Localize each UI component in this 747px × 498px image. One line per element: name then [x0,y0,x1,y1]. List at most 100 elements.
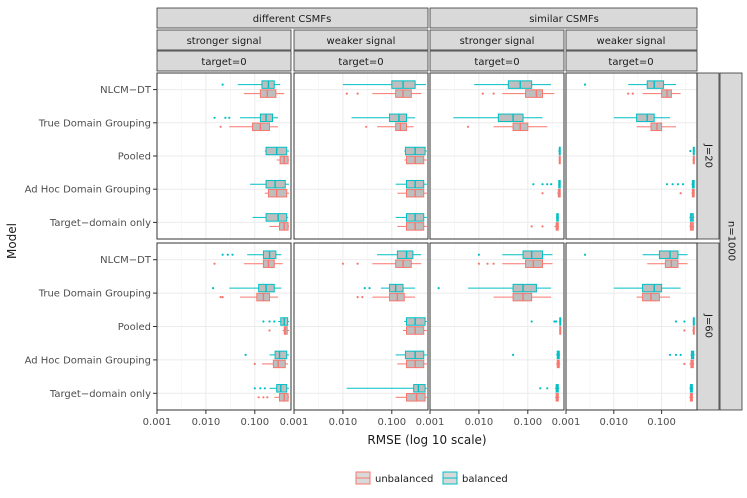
legend-key-unbalanced [355,471,371,485]
outlier-point [492,262,495,265]
outlier-point [530,320,533,323]
panel-j-20-different-csmfs-stronger-signal [156,72,292,240]
panel-border [429,242,565,411]
outlier-point [226,253,229,256]
box-balanced-ad-hoc-domain-grouping [395,350,427,360]
outlier-point [674,320,678,323]
strip-mid-2 [293,29,429,51]
legend-label-balanced: balanced [462,474,508,485]
x-tick-label: 0.100 [377,417,406,428]
strip-row-j20-label: J=20 [703,143,714,168]
y-axis-title: Model [5,223,19,259]
outlier-point [492,92,495,95]
box-unbalanced-nlcm-dt [481,89,555,98]
outlier-point [219,296,222,299]
box-unbalanced-target-domain-only [689,222,695,231]
box-balanced-nlcm-dt [477,250,553,259]
box-iqr [274,350,288,360]
outlier-point [263,387,266,390]
strip-target-1-label: target=0 [201,57,246,68]
strip-mid-1 [156,29,292,51]
box-iqr [389,113,408,123]
box-unbalanced-ad-hoc-domain-grouping [541,188,561,198]
box-unbalanced-nlcm-dt [345,89,422,98]
outlier-point [262,320,265,323]
box-balanced-true-domain-grouping [613,283,681,293]
box-iqr [525,89,544,98]
box-unbalanced-true-domain-grouping [356,292,416,302]
outlier-point [268,329,271,332]
box-balanced-target-domain-only [539,384,560,393]
outlier-point [681,183,685,186]
outlier-point [665,183,669,186]
x-tick-label: 0.001 [143,417,172,428]
box-unbalanced-true-domain-grouping [219,292,279,302]
outlier-point [676,183,680,186]
outlier-point [219,125,222,128]
box-unbalanced-ad-hoc-domain-grouping [253,359,289,369]
box-balanced-ad-hoc-domain-grouping [665,179,695,189]
box-balanced-pooled [558,146,561,156]
outlier-point [437,287,440,290]
strip-target-2 [293,50,429,72]
outlier-point [345,92,348,95]
outlier-point [550,183,553,186]
box-balanced-pooled [674,317,695,326]
outlier-point [244,353,247,356]
x-tick-label: 0.001 [552,417,581,428]
box-iqr [636,113,655,123]
box-balanced-pooled [689,146,695,156]
outlier-point [530,225,533,228]
panel-j-20-similar-csmfs-weaker-signal [565,72,698,240]
box-unbalanced-target-domain-only [395,393,427,402]
box-balanced-target-domain-only [556,213,559,222]
box-balanced-ad-hoc-domain-grouping [244,350,289,360]
strip-target-3 [429,50,565,72]
outlier-point [266,396,269,399]
y-tick-label: NLCM−DT [100,255,152,266]
panel-border [293,72,429,240]
x-axis-title: RMSE (log 10 scale) [367,433,486,447]
strip-mid-2-label: weaker signal [327,36,396,47]
outlier-point [356,296,359,299]
legend-label-unbalanced: unbalanced [375,474,433,485]
outlier-point [356,262,359,265]
strip-target-3-label: target=0 [474,57,519,68]
outlier-point [211,287,215,290]
y-tick-label: Ad Hoc Domain Grouping [25,185,151,196]
strip-top-left-label: different CSMFs [253,14,332,25]
box-balanced-ad-hoc-domain-grouping [395,179,427,189]
box-unbalanced-pooled [692,155,695,165]
outlier-point [689,149,692,153]
panel-j-60-similar-csmfs-stronger-signal [429,242,565,411]
box-balanced-nlcm-dt [377,250,422,259]
facet-strips: different CSMFs similar CSMFs stronger s… [156,7,743,411]
outlier-point [583,83,587,86]
box-unbalanced-target-domain-only [530,222,559,231]
panel-border [565,242,698,411]
box-balanced-true-domain-grouping [453,113,543,123]
box-unbalanced-target-domain-only [397,222,427,231]
y-tick-label: True Domain Grouping [38,289,151,300]
box-balanced-nlcm-dt [583,250,688,259]
box-iqr [497,113,524,123]
y-axis: NLCM−DT True Domain Grouping Pooled Ad Hoc … [25,85,157,400]
outlier-point [224,116,227,119]
strip-target-4-label: target=0 [608,57,653,68]
box-balanced-nlcm-dt [221,250,282,259]
panel-j-60-different-csmfs-stronger-signal [156,242,292,411]
facet-panels [156,72,698,411]
outlier-point [273,320,276,323]
outlier-point [466,125,470,128]
box-balanced-ad-hoc-domain-grouping [532,179,561,189]
outlier-point [668,353,672,356]
outlier-point [541,225,544,228]
box-unbalanced-target-domain-only [689,393,694,402]
box-unbalanced-true-domain-grouping [636,122,676,132]
box-unbalanced-nlcm-dt [213,259,283,268]
box-balanced-true-domain-grouping [213,113,279,123]
box-balanced-nlcm-dt [342,80,426,89]
outlier-point [341,262,344,265]
box-unbalanced-pooled [683,326,695,335]
